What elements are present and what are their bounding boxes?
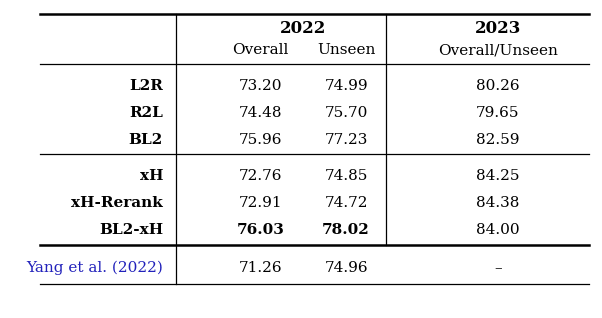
Text: 74.99: 74.99	[324, 80, 368, 93]
Text: 74.96: 74.96	[324, 261, 368, 275]
Text: 71.26: 71.26	[238, 261, 282, 275]
Text: BL2: BL2	[129, 133, 163, 147]
Text: 72.76: 72.76	[238, 169, 282, 183]
Text: L2R: L2R	[129, 80, 163, 93]
Text: 84.25: 84.25	[476, 169, 520, 183]
Text: 76.03: 76.03	[237, 223, 284, 237]
Text: 72.91: 72.91	[238, 196, 282, 210]
Text: Overall/Unseen: Overall/Unseen	[438, 43, 557, 57]
Text: Unseen: Unseen	[317, 43, 375, 57]
Text: xH-Rerank: xH-Rerank	[71, 196, 163, 210]
Text: 75.70: 75.70	[324, 106, 368, 120]
Text: BL2-xH: BL2-xH	[99, 223, 163, 237]
Text: 74.72: 74.72	[324, 196, 368, 210]
Text: xH: xH	[140, 169, 163, 183]
Text: R2L: R2L	[129, 106, 163, 120]
Text: 75.96: 75.96	[238, 133, 282, 147]
Text: 80.26: 80.26	[476, 80, 520, 93]
Text: 82.59: 82.59	[476, 133, 520, 147]
Text: Overall: Overall	[232, 43, 288, 57]
Text: 79.65: 79.65	[476, 106, 520, 120]
Text: 78.02: 78.02	[322, 223, 370, 237]
Text: 84.38: 84.38	[476, 196, 520, 210]
Text: Yang et al. (2022): Yang et al. (2022)	[26, 260, 163, 275]
Text: 74.48: 74.48	[238, 106, 282, 120]
Text: 74.85: 74.85	[324, 169, 368, 183]
Text: –: –	[494, 261, 501, 275]
Text: 84.00: 84.00	[476, 223, 520, 237]
Text: 73.20: 73.20	[238, 80, 282, 93]
Text: 77.23: 77.23	[324, 133, 368, 147]
Text: 2022: 2022	[280, 20, 326, 37]
Text: 2023: 2023	[474, 20, 521, 37]
